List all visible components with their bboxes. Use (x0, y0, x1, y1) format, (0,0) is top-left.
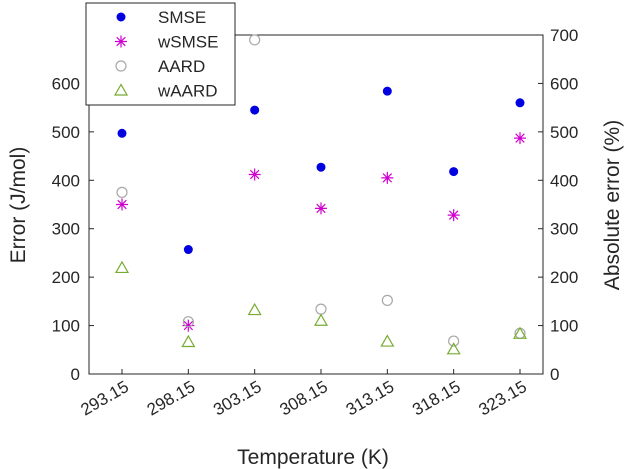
y-axis-label: Error (J/mol) (7, 147, 30, 264)
y-tick-label: 300 (52, 220, 80, 239)
x-tick-label: 313.15 (343, 377, 398, 419)
data-point (116, 198, 128, 211)
y-tick-label: 600 (52, 74, 80, 93)
data-point (182, 319, 195, 332)
x-tick-label: 293.15 (77, 377, 132, 419)
legend-label: wAARD (157, 82, 218, 101)
y-tick-label: 200 (52, 268, 80, 287)
data-point (381, 294, 393, 306)
data-point (315, 202, 327, 215)
data-point (117, 128, 127, 138)
data-point (116, 186, 128, 198)
y-tick-label: 100 (52, 317, 80, 336)
legend: SMSE wSMSE AARD wAARD (85, 2, 236, 106)
data-point (381, 171, 394, 184)
legend-marker (116, 12, 126, 22)
data-point (446, 342, 461, 355)
y2-tick-label: 100 (550, 317, 578, 336)
y-tick-label: 0 (71, 365, 80, 384)
data-point (114, 260, 130, 274)
series-smse (117, 86, 525, 255)
x-axis-label: Temperature (K) (237, 446, 389, 469)
data-point (249, 34, 261, 46)
x-tick-label: 318.15 (409, 377, 464, 419)
y2-tick-label: 0 (550, 365, 559, 384)
x-tick-label: 298.15 (144, 377, 199, 419)
series-wsmse (116, 132, 526, 332)
data-point (380, 334, 395, 347)
data-point (512, 326, 528, 339)
data-point (182, 316, 194, 328)
data-marks (114, 34, 528, 355)
y-tick-label: 500 (52, 123, 80, 142)
data-point (316, 162, 326, 172)
series-waard (114, 260, 528, 355)
y2-tick-label: 400 (550, 171, 578, 190)
legend-label: wSMSE (157, 33, 218, 52)
legend-box (85, 2, 236, 106)
data-point (447, 209, 460, 222)
data-point (449, 167, 459, 177)
legend-label: SMSE (158, 8, 206, 27)
data-point (183, 245, 193, 255)
data-point (248, 168, 261, 181)
data-point (181, 334, 196, 348)
y2-tick-label: 200 (550, 268, 578, 287)
data-point (382, 86, 392, 96)
legend-marker (115, 35, 127, 48)
y-tick-label: 400 (52, 171, 80, 190)
data-point (250, 105, 260, 115)
data-point (247, 302, 262, 316)
x-tick-label: 303.15 (210, 377, 265, 419)
x-tick-label: 323.15 (475, 377, 530, 419)
data-point (515, 98, 525, 108)
y2-axis-label: Absolute error (%) (601, 120, 624, 290)
y2-tick-label: 700 (550, 26, 578, 45)
y2-tick-label: 500 (550, 123, 578, 142)
data-point (448, 335, 460, 347)
y2-tick-label: 600 (550, 74, 578, 93)
legend-label: AARD (158, 57, 205, 76)
y2-tick-label: 300 (550, 220, 578, 239)
legend-marker (115, 60, 127, 72)
legend-marker (113, 83, 129, 96)
data-point (514, 132, 526, 145)
x-tick-label: 308.15 (276, 377, 331, 419)
data-point (313, 313, 329, 326)
